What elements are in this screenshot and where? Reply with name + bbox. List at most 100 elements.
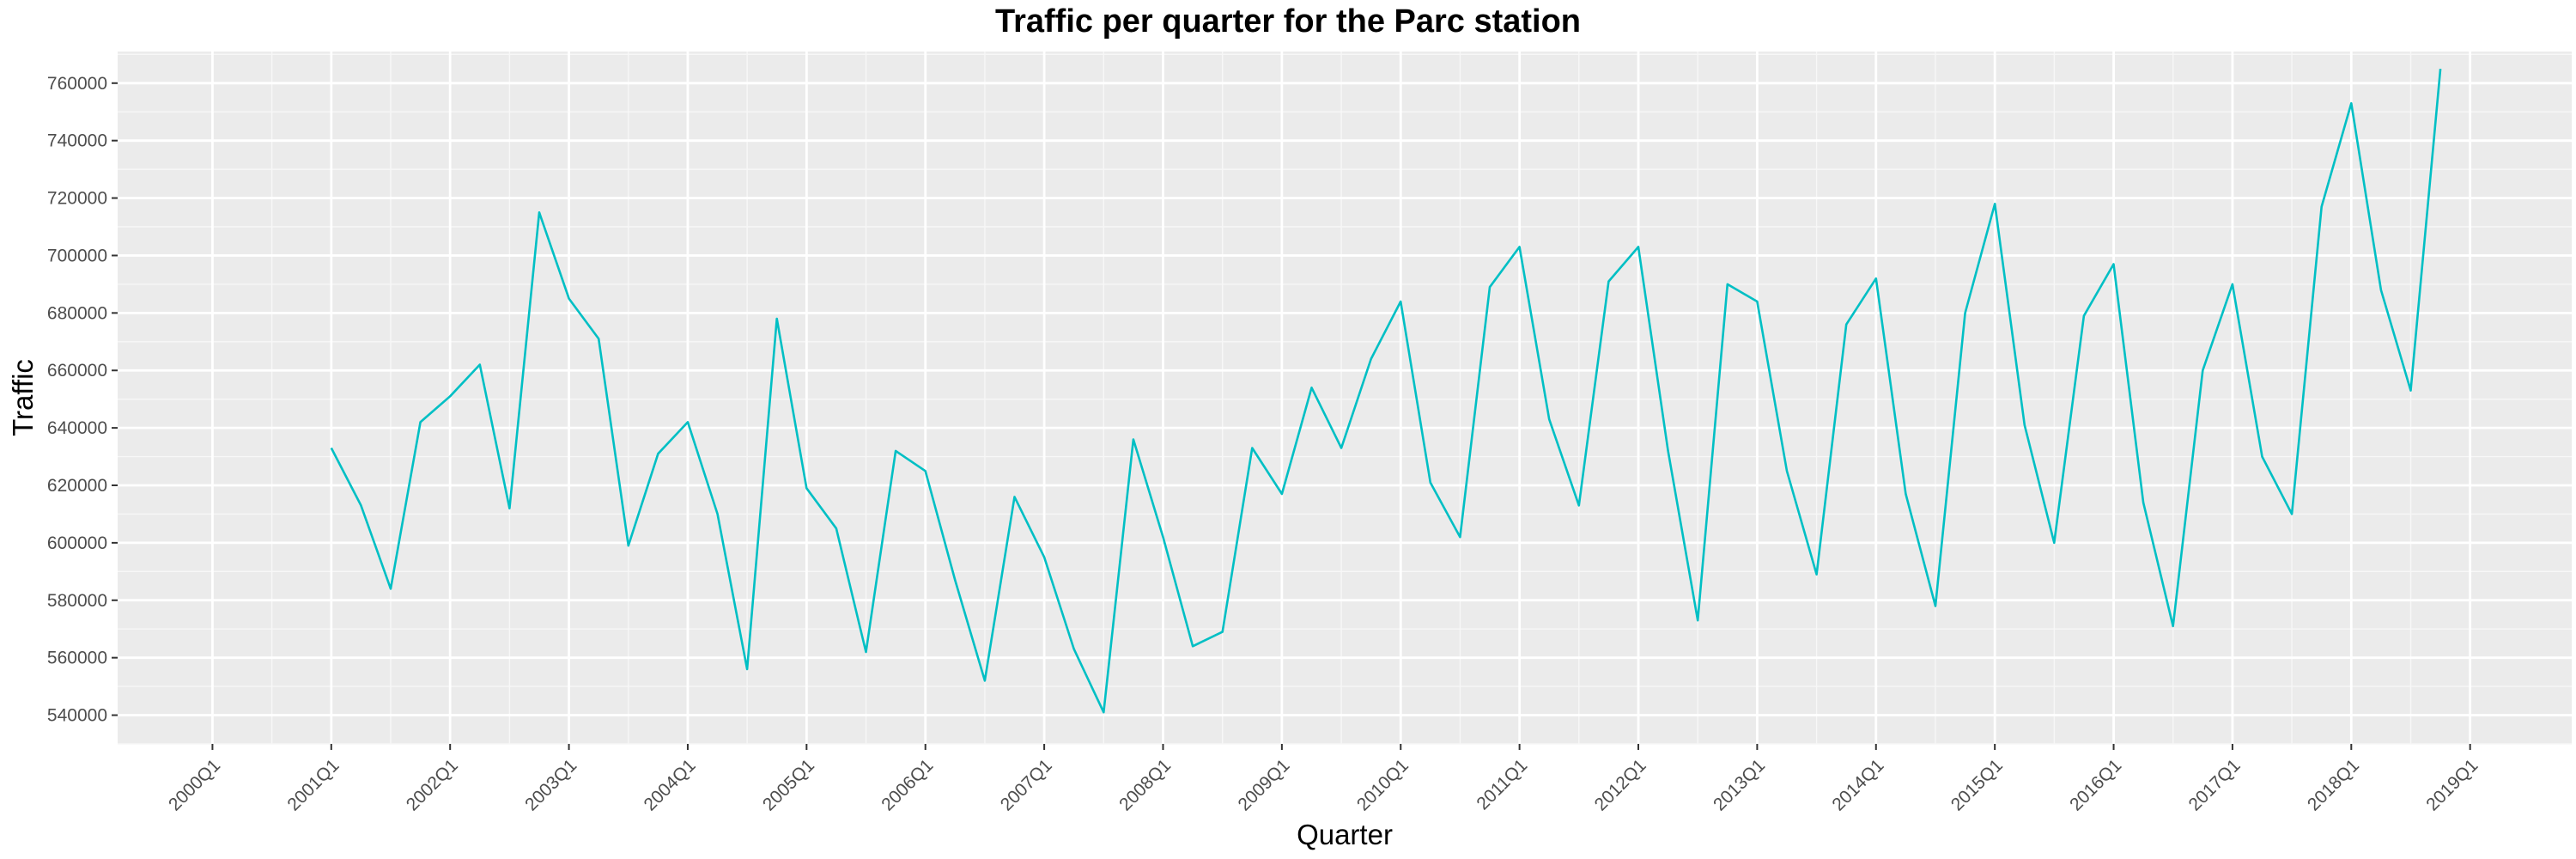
- x-tick-label: 2009Q1: [1234, 755, 1293, 814]
- chart-title: Traffic per quarter for the Parc station: [994, 3, 1582, 40]
- x-tick-label: 2018Q1: [2304, 755, 2363, 814]
- data-point: [1963, 310, 1968, 315]
- x-axis-title: Quarter: [1297, 819, 1393, 850]
- data-point: [1161, 534, 1166, 539]
- data-point: [655, 451, 660, 456]
- data-point: [1249, 446, 1255, 451]
- data-point: [1577, 503, 1582, 508]
- data-point: [447, 393, 453, 399]
- x-tick-label: 2013Q1: [1710, 755, 1769, 814]
- x-tick-label: 2010Q1: [1353, 755, 1413, 814]
- y-tick-label: 680000: [47, 303, 107, 323]
- data-point: [923, 468, 928, 473]
- data-point: [1754, 299, 1759, 304]
- data-point: [982, 678, 987, 683]
- data-point: [2260, 454, 2265, 460]
- data-point: [1666, 448, 1671, 454]
- data-point: [2111, 262, 2117, 267]
- y-tick-label: 740000: [47, 131, 107, 151]
- x-tick-label: 2002Q1: [403, 755, 462, 814]
- data-point: [1042, 555, 1047, 560]
- data-point: [2081, 314, 2087, 319]
- y-tick-label: 640000: [47, 418, 107, 438]
- data-point: [1814, 572, 1820, 577]
- data-point: [1844, 322, 1849, 327]
- data-point: [2289, 511, 2294, 516]
- minor-gridlines: [118, 52, 2572, 745]
- data-point: [1220, 630, 1225, 635]
- data-point: [2348, 101, 2354, 106]
- series-line: [330, 68, 2442, 714]
- data-point: [1695, 618, 1700, 623]
- data-point: [2230, 282, 2235, 287]
- data-point: [1933, 604, 1938, 609]
- y-tick-label: 580000: [47, 591, 107, 611]
- data-point: [388, 586, 393, 591]
- data-point: [2051, 540, 2057, 545]
- data-point: [2379, 288, 2384, 293]
- data-point: [1398, 299, 1403, 304]
- x-tick-label: 2007Q1: [997, 755, 1056, 814]
- data-point: [1072, 647, 1077, 652]
- y-tick-label: 700000: [47, 246, 107, 265]
- x-tick-label: 2003Q1: [521, 755, 580, 814]
- data-point: [626, 543, 631, 548]
- data-point: [1546, 417, 1552, 422]
- x-tick-label: 2014Q1: [1828, 755, 1887, 814]
- data-point: [537, 210, 542, 215]
- data-point: [1517, 244, 1522, 249]
- x-tick-label: 2004Q1: [641, 755, 700, 814]
- data-point: [744, 667, 750, 672]
- y-tick-label: 600000: [47, 533, 107, 553]
- data-point: [1784, 468, 1789, 473]
- y-tick-label: 620000: [47, 476, 107, 496]
- data-point: [1992, 201, 1997, 206]
- x-tick-label: 2000Q1: [165, 755, 224, 814]
- series-layer: [329, 68, 2442, 715]
- y-tick-label: 660000: [47, 361, 107, 381]
- data-point: [1369, 356, 1374, 362]
- x-tick-label: 2008Q1: [1115, 755, 1175, 814]
- y-axis: 540000 560000 580000 600000 620000 640000 6600…: [47, 74, 118, 726]
- data-point: [358, 503, 363, 508]
- data-point: [1101, 710, 1106, 715]
- data-point: [1487, 284, 1492, 289]
- x-tick-label: 2005Q1: [759, 755, 818, 814]
- data-point: [1309, 385, 1315, 390]
- data-point: [1874, 276, 1879, 281]
- data-point: [1903, 491, 1908, 497]
- x-tick-label: 2015Q1: [1947, 755, 2007, 814]
- data-point: [685, 419, 690, 424]
- x-tick-label: 2017Q1: [2185, 755, 2245, 814]
- x-tick-label: 2012Q1: [1591, 755, 1650, 814]
- data-point: [329, 446, 334, 451]
- data-point: [1339, 446, 1344, 451]
- data-point: [1012, 494, 1018, 499]
- data-point: [1725, 282, 1730, 287]
- data-point: [864, 649, 869, 655]
- data-point: [952, 577, 957, 582]
- data-point: [2409, 388, 2414, 393]
- data-point: [2022, 423, 2027, 428]
- data-point: [567, 296, 572, 302]
- y-tick-label: 560000: [47, 649, 107, 668]
- data-point: [2200, 368, 2205, 373]
- x-tick-label: 2011Q1: [1473, 755, 1531, 813]
- x-tick-label: 2016Q1: [2066, 755, 2125, 814]
- data-point: [715, 511, 720, 516]
- x-tick-label: 2019Q1: [2422, 755, 2482, 814]
- data-point: [507, 506, 512, 511]
- x-tick-label: 2006Q1: [878, 755, 937, 814]
- data-point: [804, 485, 809, 490]
- data-point: [2171, 624, 2176, 629]
- data-point: [1457, 534, 1462, 539]
- data-point: [1606, 279, 1611, 284]
- x-tick-label: 2001Q1: [283, 755, 343, 814]
- y-tick-label: 540000: [47, 706, 107, 726]
- data-point: [1279, 491, 1285, 497]
- data-point: [596, 336, 601, 341]
- major-gridlines: [118, 52, 2572, 744]
- data-point: [418, 419, 423, 424]
- data-point: [1190, 643, 1195, 649]
